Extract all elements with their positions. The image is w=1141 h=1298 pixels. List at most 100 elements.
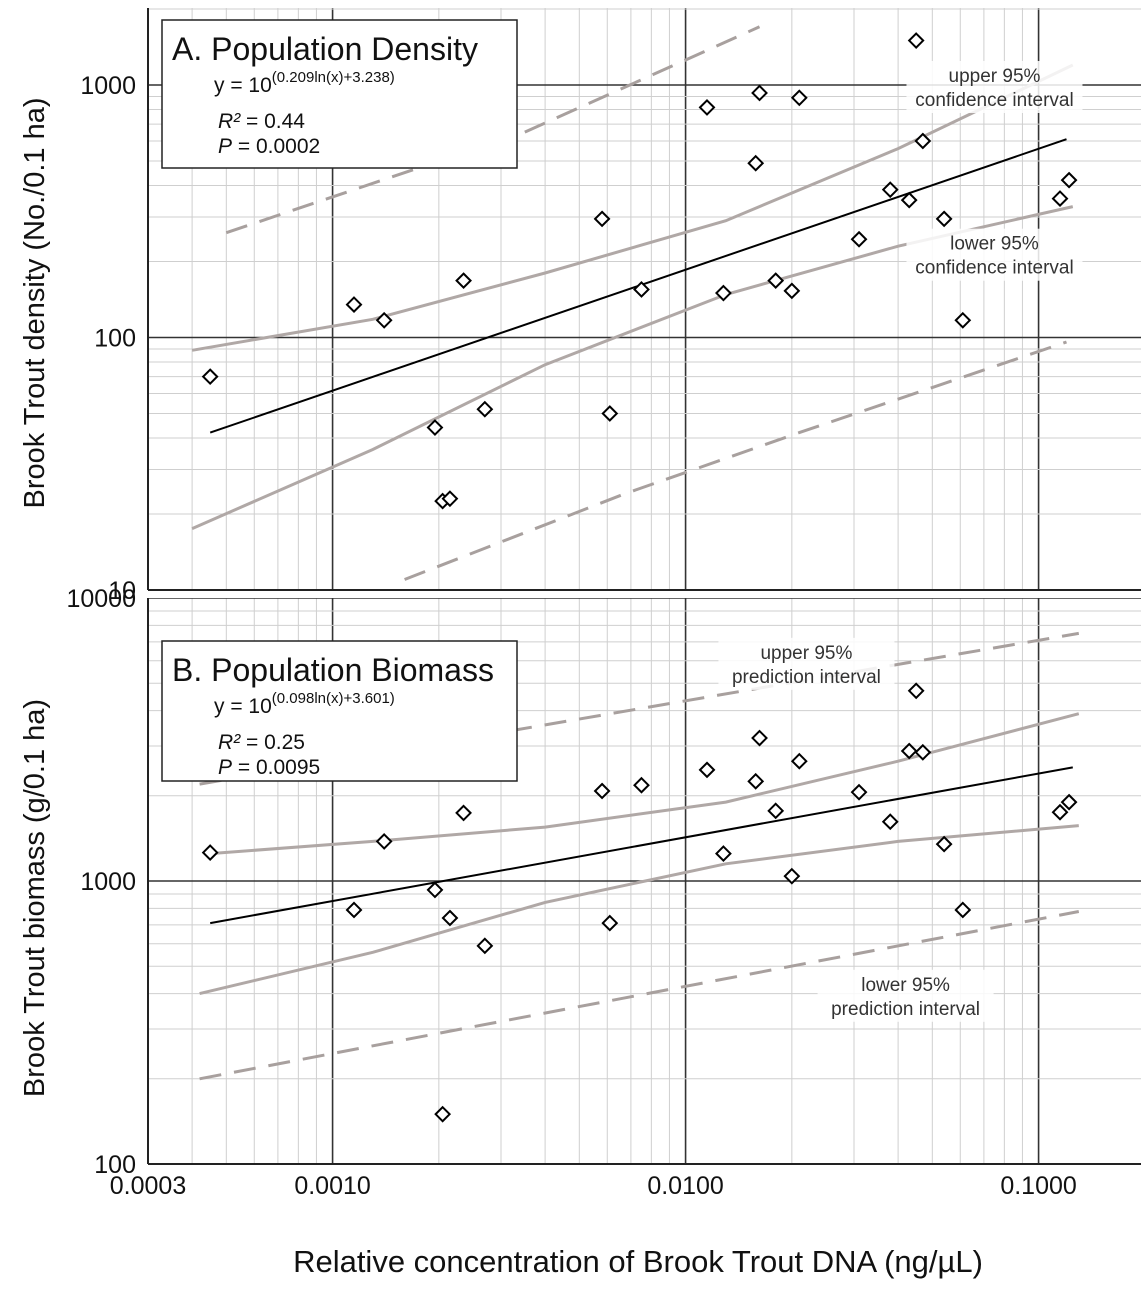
regression-line bbox=[210, 766, 1073, 925]
y-tick-label: 10000 bbox=[66, 585, 136, 613]
x-tick-label: 0.0100 bbox=[647, 1172, 723, 1200]
data-point bbox=[593, 782, 611, 800]
data-point bbox=[747, 772, 765, 790]
data-point bbox=[914, 132, 932, 150]
y-axis-label: Brook Trout density (No./0.1 ha) bbox=[19, 97, 51, 508]
data-point bbox=[914, 743, 932, 761]
data-point bbox=[767, 802, 785, 820]
interval-annotation: confidence interval bbox=[915, 258, 1073, 279]
data-point bbox=[601, 914, 619, 932]
y-tick-label: 100 bbox=[94, 1151, 136, 1179]
p-value: P = 0.0002 bbox=[218, 135, 320, 158]
x-axis-label: Relative concentration of Brook Trout DN… bbox=[293, 1244, 983, 1279]
data-point bbox=[1051, 803, 1069, 821]
data-point bbox=[375, 311, 393, 329]
panel-title: B. Population Biomass bbox=[172, 652, 494, 688]
annotation-bg bbox=[718, 637, 895, 690]
equation-exponent: (0.098ln(x)+3.601) bbox=[272, 690, 395, 707]
data-point bbox=[783, 282, 801, 300]
data-point bbox=[907, 682, 925, 700]
annotation-bg bbox=[817, 969, 994, 1022]
data-point bbox=[476, 937, 494, 955]
regression-equation: y = 10(0.209ln(x)+3.238) bbox=[214, 69, 395, 97]
data-point bbox=[935, 835, 953, 853]
data-point bbox=[698, 761, 716, 779]
data-point bbox=[1051, 190, 1069, 207]
data-point bbox=[698, 99, 716, 116]
interval-annotation: lower 95% bbox=[861, 975, 950, 996]
data-point bbox=[441, 490, 459, 508]
data-point bbox=[476, 400, 494, 418]
data-point bbox=[900, 742, 918, 760]
panel-b: 100 1000 10000 0.0003 0.0010 0.0100 0.1000 Broo… bbox=[19, 585, 1141, 1200]
data-point bbox=[345, 296, 363, 314]
info-box bbox=[161, 640, 518, 782]
data-point bbox=[850, 230, 868, 248]
data-point bbox=[345, 901, 363, 919]
interval-annotation: confidence interval bbox=[915, 90, 1073, 111]
data-point bbox=[907, 32, 925, 49]
data-point bbox=[455, 804, 472, 822]
data-point bbox=[715, 284, 732, 302]
lower-prediction-line bbox=[404, 340, 1067, 581]
annotation-bg bbox=[906, 61, 1083, 114]
data-point bbox=[434, 1105, 452, 1123]
data-point bbox=[426, 419, 444, 436]
x-tick-label: 0.0010 bbox=[294, 1172, 370, 1200]
data-point bbox=[201, 844, 219, 862]
annotation-bg bbox=[906, 228, 1083, 281]
data-points bbox=[201, 32, 1078, 510]
interval-annotation: prediction interval bbox=[831, 999, 980, 1020]
p-value: P = 0.0095 bbox=[218, 756, 320, 779]
data-point bbox=[881, 813, 899, 831]
info-box bbox=[161, 19, 518, 169]
x-tick-label: 0.1000 bbox=[1000, 1172, 1076, 1200]
r-squared-value: = 0.44 bbox=[240, 110, 305, 133]
data-point bbox=[633, 281, 650, 298]
panel-title: A. Population Density bbox=[172, 31, 478, 67]
data-point bbox=[790, 752, 808, 770]
data-point bbox=[900, 191, 918, 209]
data-point bbox=[751, 729, 768, 747]
interval-annotation: prediction interval bbox=[732, 667, 881, 688]
equation-exponent: (0.209ln(x)+3.238) bbox=[272, 69, 395, 86]
p-value-label: P bbox=[218, 756, 232, 779]
r-squared: R² = 0.44 bbox=[218, 110, 305, 133]
equation-base: y = 10 bbox=[214, 74, 272, 97]
interval-annotation: lower 95% bbox=[950, 234, 1039, 255]
upper-confidence-line bbox=[191, 63, 1074, 352]
data-point bbox=[790, 89, 808, 107]
data-points bbox=[201, 682, 1078, 1123]
y-tick-label: 10 bbox=[108, 577, 136, 605]
x-tick-label: 0.0003 bbox=[110, 1172, 186, 1200]
data-point bbox=[1060, 793, 1078, 811]
y-tick-label: 1000 bbox=[80, 72, 136, 100]
r-squared-label: R² bbox=[218, 110, 241, 133]
data-point bbox=[633, 776, 650, 794]
interval-annotation: upper 95% bbox=[760, 643, 852, 664]
data-point bbox=[954, 901, 972, 919]
regression-equation: y = 10(0.098ln(x)+3.601) bbox=[214, 690, 395, 718]
p-value-label: P bbox=[218, 135, 232, 158]
r-squared: R² = 0.25 bbox=[218, 731, 305, 754]
data-point bbox=[881, 181, 899, 199]
y-tick-label: 1000 bbox=[80, 868, 136, 896]
data-point bbox=[715, 845, 732, 862]
data-point bbox=[201, 368, 219, 386]
data-point bbox=[751, 84, 768, 102]
lower-prediction-line bbox=[199, 910, 1080, 1081]
data-point bbox=[783, 867, 801, 885]
data-point bbox=[850, 783, 868, 801]
y-tick-label: 100 bbox=[94, 325, 136, 353]
data-point bbox=[593, 210, 611, 228]
r-squared-value: = 0.25 bbox=[240, 731, 305, 754]
data-point bbox=[747, 154, 765, 172]
data-point bbox=[935, 210, 953, 228]
data-point bbox=[426, 881, 444, 899]
data-point bbox=[1060, 171, 1078, 189]
y-axis-label: Brook Trout biomass (g/0.1 ha) bbox=[19, 699, 51, 1097]
interval-annotation: upper 95% bbox=[949, 66, 1041, 87]
data-point bbox=[375, 833, 393, 850]
data-point bbox=[441, 909, 459, 927]
